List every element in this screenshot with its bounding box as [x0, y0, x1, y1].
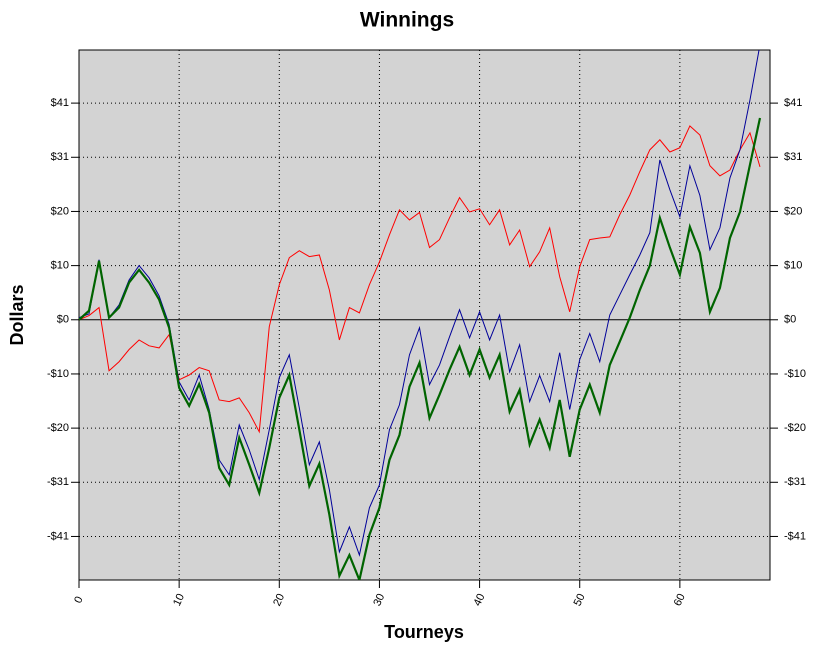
y-tick-label: -$31 — [784, 476, 806, 488]
y-tick-label: -$41 — [784, 530, 806, 542]
x-tick-label: 0 — [72, 595, 85, 606]
y-tick-label: $0 — [784, 314, 796, 326]
y-tick-label: -$20 — [784, 422, 806, 434]
y-tick-label: -$10 — [784, 368, 806, 380]
x-tick-label: 60 — [672, 592, 688, 608]
series-group — [79, 50, 762, 580]
x-tick-label: 30 — [371, 592, 387, 608]
y-tick-label: $41 — [784, 97, 802, 109]
x-tick-label: 20 — [271, 592, 287, 608]
plot-area — [78, 49, 771, 581]
y-tick-label: $20 — [784, 205, 802, 217]
y-tick-label: $10 — [51, 260, 69, 272]
y-tick-label: -$20 — [47, 422, 69, 434]
x-axis-label: Tourneys — [384, 622, 464, 642]
line — [79, 117, 762, 580]
chart-title: Winnings — [360, 9, 454, 32]
y-tick-label: $31 — [784, 151, 802, 163]
y-tick-label: -$31 — [47, 476, 69, 488]
y-tick-label: -$10 — [47, 368, 69, 380]
y-tick-label: $20 — [51, 205, 69, 217]
y-axis-label: Dollars — [7, 284, 27, 345]
y-tick-label: $31 — [51, 151, 69, 163]
x-tick-label: 10 — [171, 592, 187, 608]
y-tick-label: -$41 — [47, 530, 69, 542]
y-tick-label: $41 — [51, 97, 69, 109]
x-tick-label: 40 — [471, 592, 487, 608]
line — [79, 125, 761, 434]
line — [79, 50, 760, 557]
y-tick-label: $10 — [784, 260, 802, 272]
y-tick-label: $0 — [57, 314, 69, 326]
x-tick-label: 50 — [572, 592, 588, 608]
